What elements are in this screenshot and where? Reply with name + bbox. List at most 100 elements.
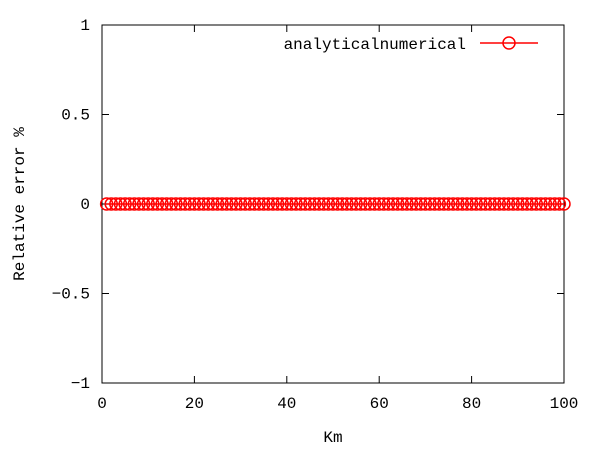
data-point: [275, 197, 289, 211]
data-point: [289, 197, 303, 211]
data-point: [492, 197, 507, 211]
data-point: [284, 197, 299, 211]
y-tick-label: 1: [80, 17, 90, 35]
legend: analyticalnumerical: [284, 36, 538, 54]
data-point: [474, 197, 488, 211]
data-point: [266, 197, 280, 211]
data-point: [372, 197, 386, 211]
data-point: [238, 197, 252, 211]
data-point: [543, 197, 557, 211]
data-point: [529, 197, 544, 211]
y-tick-label: −1: [71, 375, 90, 393]
data-point: [358, 197, 373, 211]
data-point: [270, 197, 285, 211]
data-point: [326, 197, 340, 211]
data-point: [127, 197, 142, 211]
data-point: [520, 197, 534, 211]
data-point: [164, 197, 179, 211]
data-point: [478, 197, 493, 211]
data-point: [344, 197, 359, 211]
data-point: [206, 197, 220, 211]
data-point: [298, 197, 313, 211]
data-point: [487, 197, 502, 211]
data-point: [312, 197, 326, 211]
data-point: [437, 197, 451, 211]
x-tick-label: 60: [370, 395, 389, 413]
data-point: [150, 197, 165, 211]
data-point: [335, 197, 349, 211]
data-point: [201, 197, 216, 211]
data-point: [455, 197, 470, 211]
x-tick-label: 0: [97, 395, 107, 413]
data-point: [400, 197, 414, 211]
data-point: [353, 197, 368, 211]
data-point: [548, 197, 562, 211]
data-point: [155, 197, 169, 211]
data-point: [469, 197, 483, 211]
data-point: [132, 197, 146, 211]
data-point: [183, 197, 197, 211]
data-point: [446, 197, 460, 211]
data-point: [317, 197, 331, 211]
data-point: [515, 197, 530, 211]
data-point: [196, 197, 211, 211]
data-point: [256, 197, 271, 211]
legend-marker: [502, 36, 516, 50]
x-axis-ticks: 0 20 40 60 80 100: [97, 25, 578, 413]
data-point: [423, 197, 437, 211]
data-point: [404, 197, 419, 211]
data-point: [390, 197, 405, 211]
data-point: [303, 197, 317, 211]
data-point: [395, 197, 410, 211]
data-point: [233, 197, 248, 211]
data-point: [552, 197, 567, 211]
data-point: [381, 197, 396, 211]
data-point: [169, 197, 183, 211]
data-point: [432, 197, 447, 211]
data-point: [109, 197, 123, 211]
data-point: [252, 197, 266, 211]
data-point: [261, 197, 276, 211]
x-tick-label: 80: [462, 395, 481, 413]
data-point: [173, 197, 188, 211]
data-point: [159, 197, 174, 211]
data-point: [538, 197, 553, 211]
data-point: [501, 197, 516, 211]
data-point: [113, 197, 128, 211]
y-tick-label: −0.5: [52, 286, 90, 304]
data-point: [293, 197, 308, 211]
data-point: [414, 197, 428, 211]
data-point: [330, 197, 345, 211]
data-point: [118, 197, 132, 211]
data-point: [511, 197, 525, 211]
data-point: [340, 197, 354, 211]
data-point: [307, 197, 322, 211]
data-point: [280, 197, 294, 211]
data-point: [418, 197, 433, 211]
legend-label: analyticalnumerical: [284, 36, 466, 54]
series-group: [99, 197, 571, 211]
data-point: [386, 197, 400, 211]
x-tick-label: 20: [185, 395, 204, 413]
y-axis-label: Relative error %: [11, 127, 29, 281]
data-point: [497, 197, 511, 211]
data-point: [460, 197, 474, 211]
data-point: [243, 197, 257, 211]
data-point: [377, 197, 391, 211]
data-point: [427, 197, 442, 211]
data-point: [99, 197, 114, 211]
data-point: [229, 197, 243, 211]
data-point: [363, 197, 377, 211]
y-tick-label: 0.5: [61, 107, 90, 125]
data-point: [136, 197, 151, 211]
data-point: [557, 197, 571, 211]
data-point: [224, 197, 239, 211]
data-point: [187, 197, 202, 211]
data-point: [524, 197, 539, 211]
data-point: [219, 197, 234, 211]
data-point: [146, 197, 160, 211]
data-point: [483, 197, 497, 211]
data-point: [178, 197, 192, 211]
data-point: [210, 197, 225, 211]
